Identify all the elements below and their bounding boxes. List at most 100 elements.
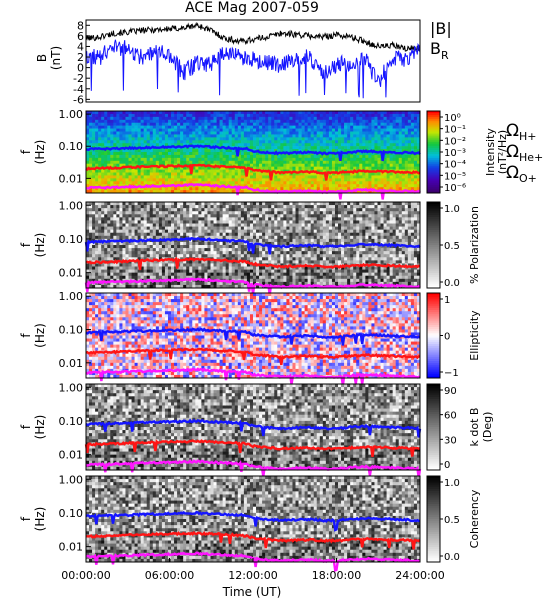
spectrogram-cell [286,122,290,126]
spectrogram-cell [253,111,257,115]
spectrogram-cell [122,266,126,270]
spectrogram-cell [249,220,254,224]
spectrogram-cell [183,214,187,218]
spectrogram-cell [92,119,96,124]
spectrogram-cell [259,178,263,182]
spectrogram-cell [280,119,284,124]
spectrogram-cell [268,214,272,218]
spectrogram-cell [128,214,132,218]
spectrogram-cell [167,140,172,144]
spectrogram-cell [95,226,99,230]
spectrogram-cell [246,275,251,280]
spectrogram-cell [265,257,269,261]
spectrogram-cell [277,254,281,258]
spectrogram-cell [167,131,172,135]
spectrogram-cell [180,154,184,159]
spectrogram-cell [344,157,348,162]
spectrogram-cell [401,131,406,135]
spectrogram-cell [331,157,336,162]
spectrogram-cell [201,187,205,191]
spectrogram-cell [164,217,169,221]
spectrogram-cell [292,119,296,124]
spectrogram-cell [104,131,108,135]
spectrogram-cell [174,205,178,209]
spectrogram-cell [180,169,184,173]
spectrogram-cell [213,205,217,209]
spectrogram-cell [274,178,278,182]
spectrogram-cell [246,226,251,230]
spectrogram-cell [161,140,166,144]
spectrogram-cell [152,275,157,280]
spectrogram-cell [383,166,387,170]
spectrogram-cell [125,232,129,237]
spectrogram-cell [134,190,138,194]
spectrogram-cell [249,269,254,273]
spectrogram-cell [395,149,400,153]
spectrogram-cell [143,111,148,115]
spectrogram-cell [404,160,409,165]
spectrogram-cell [298,125,302,129]
spectrogram-cell [274,248,278,252]
spectrogram-cell [253,125,257,129]
spectrogram-cell [286,154,290,159]
spectrogram-cell [359,152,363,156]
spectrogram-cell [344,172,348,176]
spectrogram-cell [395,131,400,135]
spectrogram-cell [353,116,357,121]
spectrogram-cell [386,175,390,179]
spectrogram-cell [365,181,369,185]
spectrogram-cell [128,187,132,191]
spectrogram-cell [280,229,284,234]
spectrogram-cell [277,131,281,135]
panel-frame [85,19,421,103]
spectrogram-cell [265,208,269,212]
spectrogram-cell [341,154,345,159]
spectrogram-cell [304,131,308,135]
spectrogram-cell [101,175,105,179]
spectrogram-cell [180,134,184,138]
spectrogram-cell [161,205,166,209]
spectrogram-cell [222,125,226,129]
spectrogram-cell [186,149,190,153]
spectrogram-cell [125,166,129,170]
spectrogram-cell [116,251,120,255]
spectrogram-cell [259,226,263,230]
spectrogram-cell [271,202,275,206]
spectrogram-cell [207,140,211,144]
spectrogram-cell [195,245,199,249]
spectrogram-cell [207,152,211,156]
spectrogram-cell [268,205,272,209]
spectrogram-cell [177,266,181,270]
spectrogram-cell [231,214,236,218]
spectrogram-cell [265,131,269,135]
spectrogram-cell [177,229,181,234]
spectrogram-cell [256,235,260,240]
spectrogram-cell [234,263,239,267]
spectrogram-cell [322,146,327,150]
spectrogram-cell [353,140,357,144]
spectrogram-cell [356,137,360,141]
spectrogram-cell [189,272,193,277]
spectrogram-cell [155,229,160,234]
spectrogram-cell [171,205,175,209]
spectrogram-cell [89,278,93,283]
spectrogram-cell [155,154,160,159]
spectrogram-cell [198,205,202,209]
spectrogram-cell [328,122,333,126]
spectrogram-cell [95,157,99,162]
spectrogram-cell [122,223,126,227]
spectrogram-cell [286,125,290,129]
spectrogram-cell [377,163,381,167]
spectrogram-cell [228,266,233,270]
spectrogram-cell [104,163,108,167]
spectrogram-cell [192,122,196,126]
spectrogram-cell [177,111,181,115]
spectrogram-cell [404,131,409,135]
spectrogram-cell [283,143,287,147]
spectrogram-cell [228,154,233,159]
spectrogram-cell [262,157,266,162]
spectrogram-cell [301,154,305,159]
spectrogram-cell [95,278,99,283]
spectrogram-cell [404,143,409,147]
spectrogram-cell [271,214,275,218]
